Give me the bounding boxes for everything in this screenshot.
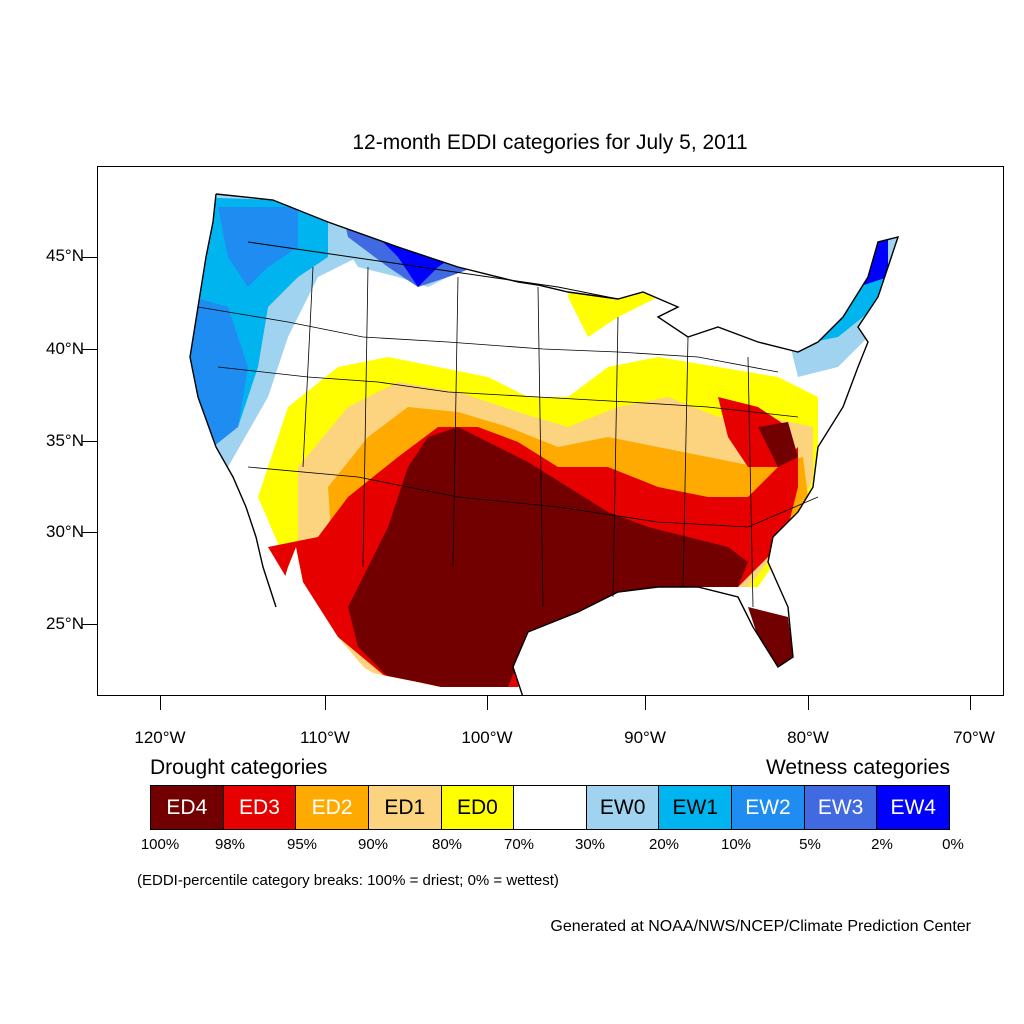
eddi-map: [97, 166, 1004, 696]
legend-label: EW3: [817, 795, 864, 819]
legend-label: EW0: [599, 795, 646, 819]
eddi-category-field: [190, 194, 898, 695]
legend-swatch: EW0: [586, 786, 660, 829]
legend-swatch: ED4: [151, 786, 224, 829]
lon-tick: [808, 696, 809, 710]
lon-tick: [970, 696, 971, 710]
break-label: 30%: [574, 836, 606, 853]
legend-swatch: ED3: [223, 786, 297, 829]
break-label: 10%: [720, 836, 752, 853]
lat-label: 45°N: [46, 246, 84, 265]
lat-label: 30°N: [46, 522, 84, 541]
lon-tick: [487, 696, 488, 710]
lon-tick: [325, 696, 326, 710]
lat-tick: [82, 257, 97, 258]
legend-label: ED4: [166, 795, 208, 819]
lat-tick: [82, 624, 97, 625]
break-label: 95%: [286, 836, 318, 853]
legend-swatch: [514, 786, 587, 829]
lat-label: 35°N: [46, 431, 84, 450]
break-label: 90%: [357, 836, 389, 853]
legend-swatch: EW4: [877, 786, 950, 829]
legend-label: EW4: [890, 795, 936, 819]
drought-heading: Drought categories: [150, 756, 328, 779]
break-label: 5%: [799, 836, 821, 853]
lon-label: 100°W: [461, 728, 513, 747]
break-label: 0%: [942, 836, 964, 853]
wetness-heading: Wetness categories: [765, 756, 950, 779]
break-label: 80%: [431, 836, 463, 853]
lat-tick: [82, 532, 97, 533]
legend-label: ED1: [384, 795, 426, 819]
credit-line: Generated at NOAA/NWS/NCEP/Climate Predi…: [550, 918, 971, 935]
legend-swatch: EW3: [804, 786, 878, 829]
coastline-borders: [189, 193, 900, 695]
break-label: 2%: [871, 836, 893, 853]
state-lines: [197, 266, 819, 608]
legend-swatch: ED1: [368, 786, 442, 829]
legend-swatch: EW1: [659, 786, 733, 829]
lat-label: 40°N: [46, 339, 84, 358]
lon-tick: [645, 696, 646, 710]
legend-swatch: ED0: [441, 786, 515, 829]
legend-label: EW1: [672, 795, 719, 819]
legend-label: EW2: [745, 795, 791, 819]
lon-tick: [160, 696, 161, 710]
lon-label: 120°W: [134, 728, 186, 747]
lon-label: 80°W: [787, 728, 829, 747]
lon-label: 70°W: [953, 728, 995, 747]
break-label: 70%: [503, 836, 535, 853]
map-title: 12-month EDDI categories for July 5, 201…: [352, 131, 748, 154]
lat-label: 25°N: [46, 614, 84, 633]
legend-label: ED0: [456, 795, 498, 819]
break-label: 20%: [648, 836, 680, 853]
lon-label: 110°W: [300, 728, 350, 747]
lat-tick: [82, 349, 97, 350]
break-label: 98%: [214, 836, 246, 853]
lat-tick: [82, 441, 97, 442]
category-legend: ED4 ED3 ED2 ED1 ED0 EW0 EW1 EW2 EW3 EW4: [150, 785, 950, 830]
legend-swatch: ED2: [296, 786, 369, 829]
legend-label: ED3: [239, 795, 280, 819]
legend-swatch: EW2: [732, 786, 805, 829]
legend-label: ED2: [311, 795, 353, 819]
category-note: (EDDI-percentile category breaks: 100% =…: [137, 872, 559, 889]
break-label: 100%: [140, 836, 180, 853]
lon-label: 90°W: [624, 728, 666, 747]
